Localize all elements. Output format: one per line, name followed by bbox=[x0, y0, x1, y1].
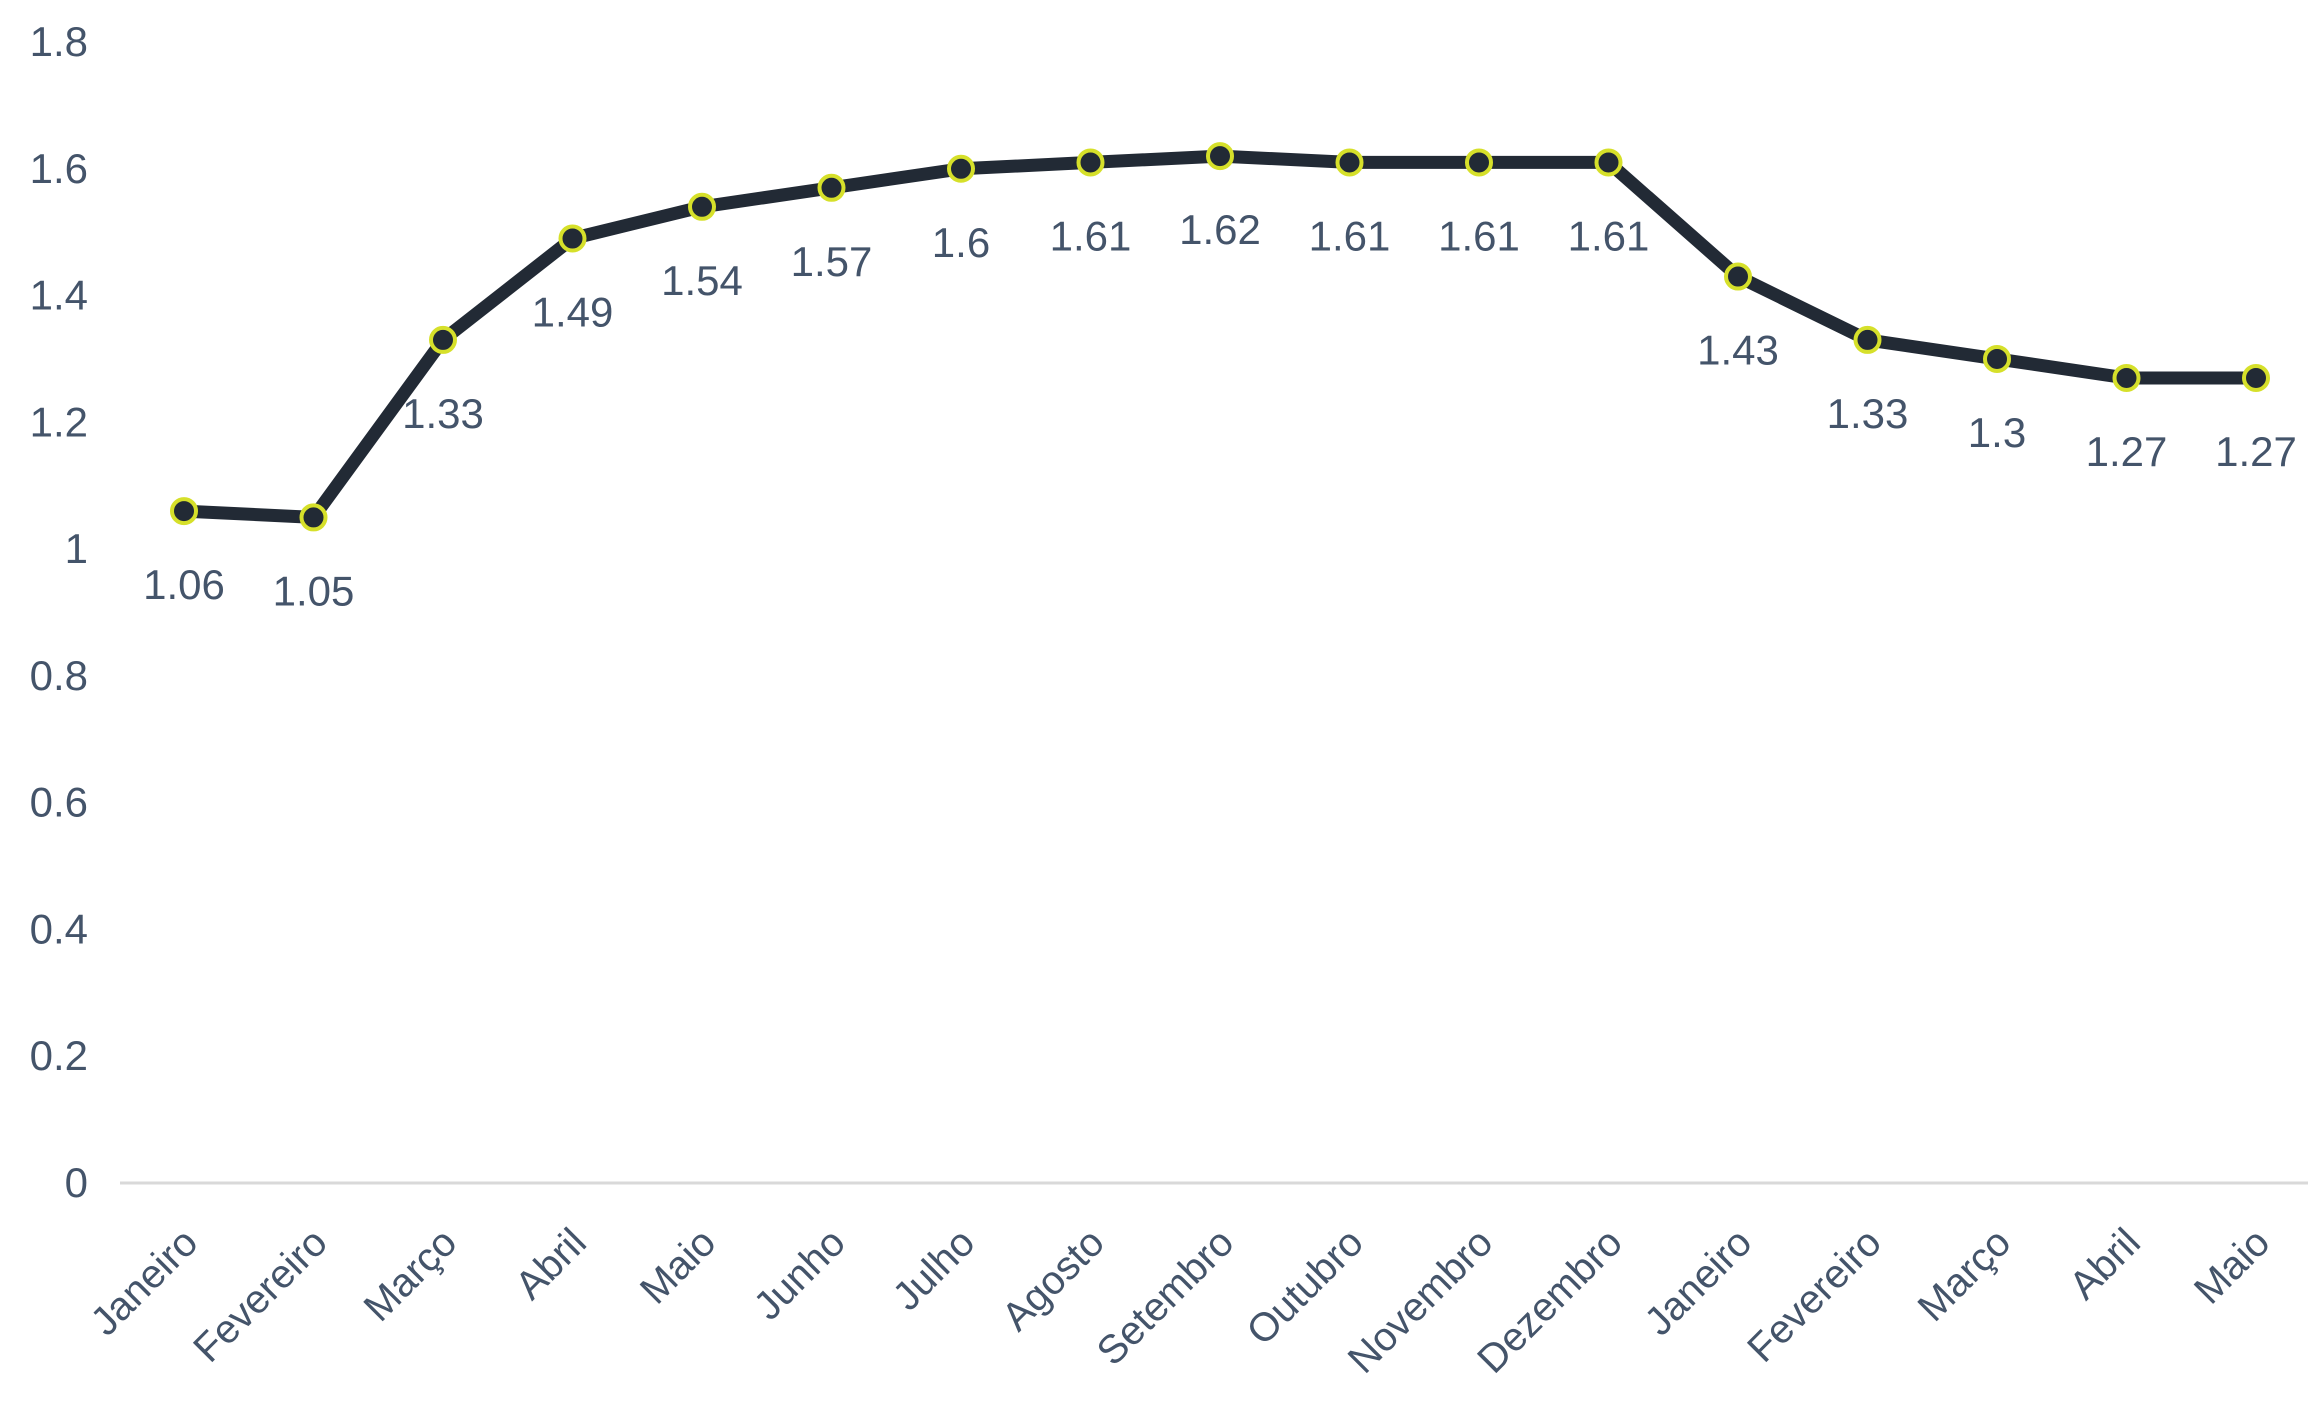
data-point-marker bbox=[558, 224, 587, 253]
data-label: 1.06 bbox=[143, 561, 225, 608]
data-label: 1.49 bbox=[532, 289, 614, 336]
x-category-label: Junho bbox=[746, 1220, 854, 1328]
data-point-marker bbox=[1594, 148, 1623, 177]
data-point-marker bbox=[817, 173, 846, 202]
data-label: 1.05 bbox=[273, 567, 355, 614]
x-category-label: Julho bbox=[885, 1220, 984, 1319]
data-point-marker bbox=[2112, 363, 2141, 392]
data-point-marker bbox=[1724, 262, 1752, 291]
y-tick-label: 1 bbox=[65, 525, 88, 572]
data-labels: 1.06 1.05 1.33 1.49 1.54 1.57 1.6 1.61 1.62 1.61 1… bbox=[143, 206, 2297, 614]
y-tick-label: 1.8 bbox=[30, 18, 88, 65]
data-label: 1.61 bbox=[1309, 212, 1391, 259]
data-point-marker bbox=[947, 154, 975, 183]
y-tick-label: 1.6 bbox=[30, 145, 88, 192]
data-point-marker bbox=[2242, 363, 2270, 392]
series-line-group bbox=[170, 142, 2270, 532]
data-label: 1.61 bbox=[1050, 212, 1132, 259]
x-category-label: Fevereiro bbox=[1739, 1220, 1890, 1371]
data-label: 1.6 bbox=[932, 219, 990, 266]
data-point-marker bbox=[1465, 148, 1493, 177]
x-category-label: Outubro bbox=[1239, 1220, 1372, 1353]
data-point-marker bbox=[1983, 344, 2011, 373]
y-tick-label: 1.2 bbox=[30, 398, 88, 445]
x-category-label: Maio bbox=[632, 1220, 724, 1312]
data-label: 1.27 bbox=[2215, 428, 2297, 475]
data-point-marker bbox=[429, 325, 457, 354]
data-point-marker bbox=[299, 503, 328, 532]
x-category-label: Setembro bbox=[1089, 1220, 1243, 1374]
data-label: 1.61 bbox=[1438, 212, 1520, 259]
x-category-label: Janeiro bbox=[1636, 1220, 1760, 1344]
data-point-marker bbox=[1853, 325, 1882, 354]
x-category-label: Maio bbox=[2186, 1220, 2278, 1312]
data-label: 1.61 bbox=[1568, 212, 1650, 259]
y-axis: 0 0.2 0.4 0.6 0.8 1 1.2 1.4 1.6 1.8 bbox=[30, 18, 88, 1206]
y-tick-label: 0.6 bbox=[30, 779, 88, 826]
y-tick-label: 1.4 bbox=[30, 272, 88, 319]
x-category-label: Março bbox=[356, 1220, 466, 1330]
data-label: 1.43 bbox=[1697, 327, 1779, 374]
y-tick-label: 0.4 bbox=[30, 905, 88, 952]
data-label: 1.57 bbox=[791, 238, 873, 285]
data-point-marker bbox=[1206, 142, 1234, 171]
data-label: 1.54 bbox=[661, 257, 743, 304]
y-tick-label: 0.2 bbox=[30, 1032, 88, 1079]
data-label: 1.3 bbox=[1968, 409, 2026, 456]
y-tick-label: 0 bbox=[65, 1159, 88, 1206]
data-label: 1.33 bbox=[402, 390, 484, 437]
data-point-marker bbox=[1335, 148, 1364, 177]
x-category-label: Abril bbox=[2061, 1220, 2149, 1308]
data-point-marker bbox=[688, 192, 716, 221]
data-point-marker bbox=[170, 497, 198, 526]
x-category-label: Abril bbox=[507, 1220, 595, 1308]
x-category-label: Agosto bbox=[994, 1220, 1113, 1339]
x-category-label: Janeiro bbox=[82, 1220, 206, 1344]
y-tick-label: 0.8 bbox=[30, 652, 88, 699]
data-label: 1.62 bbox=[1179, 206, 1261, 253]
x-category-label: Fevereiro bbox=[185, 1220, 336, 1371]
data-point-marker bbox=[1076, 148, 1105, 177]
data-label: 1.27 bbox=[2086, 428, 2168, 475]
x-category-label: Março bbox=[1910, 1220, 2020, 1330]
data-label: 1.33 bbox=[1827, 390, 1909, 437]
